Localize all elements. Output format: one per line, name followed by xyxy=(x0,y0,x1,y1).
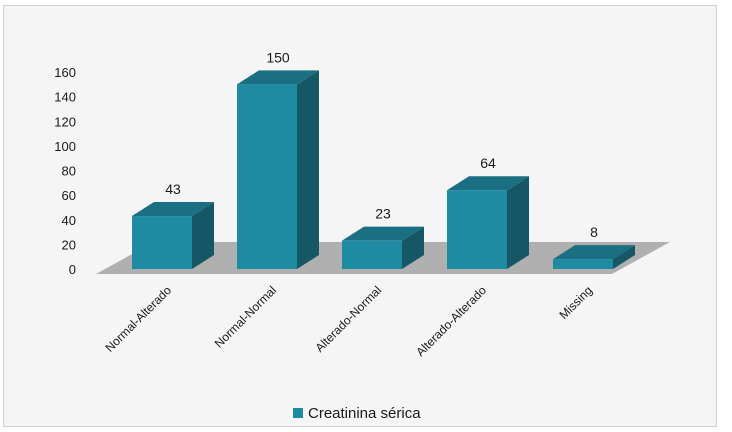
bar xyxy=(132,202,214,269)
bar-top xyxy=(237,70,319,85)
y-tick-label: 40 xyxy=(62,213,76,228)
y-tick-label: 20 xyxy=(62,237,76,252)
bar-front xyxy=(447,190,507,269)
data-label: 43 xyxy=(165,181,181,197)
bar-side xyxy=(192,202,214,269)
y-tick-label: 100 xyxy=(54,139,76,154)
legend-swatch xyxy=(293,408,303,418)
x-tick-label: Alterado-Normal xyxy=(312,283,384,355)
bar-side xyxy=(402,226,424,269)
y-tick-label: 160 xyxy=(54,65,76,80)
bar-chart: 0 20 40 60 80 100 120 140 160 43 150 23 64 8 Normal-… xyxy=(54,49,670,422)
bar-side xyxy=(507,176,529,269)
bar-front xyxy=(553,259,613,269)
data-label: 64 xyxy=(480,155,496,171)
y-axis: 0 20 40 60 80 100 120 140 160 xyxy=(54,65,76,277)
y-tick-label: 60 xyxy=(62,188,76,203)
bar-top xyxy=(447,176,529,191)
chart-area: 0 20 40 60 80 100 120 140 160 43 150 23 64 8 Normal-… xyxy=(3,5,717,427)
bars xyxy=(132,70,635,269)
data-labels: 43 150 23 64 8 xyxy=(165,49,598,240)
y-tick-label: 0 xyxy=(69,262,76,277)
bar-top xyxy=(342,226,424,241)
x-tick-label: Missing xyxy=(556,283,595,322)
x-tick-label: Normal-Alterado xyxy=(102,283,174,355)
legend-label: Creatinina sérica xyxy=(308,405,421,422)
bar-front xyxy=(132,216,192,269)
bar xyxy=(342,226,424,269)
bar-side xyxy=(297,70,319,269)
y-tick-label: 120 xyxy=(54,114,76,129)
bar-front xyxy=(237,84,297,269)
x-tick-label: Normal-Normal xyxy=(212,283,279,350)
data-label: 150 xyxy=(266,49,290,65)
y-tick-label: 140 xyxy=(54,90,76,105)
data-label: 8 xyxy=(590,224,598,240)
y-tick-label: 80 xyxy=(62,164,76,179)
x-tick-label: Alterado-Alterado xyxy=(413,283,489,359)
legend: Creatinina sérica xyxy=(293,405,421,422)
bar-front xyxy=(342,240,402,269)
bar xyxy=(553,245,635,269)
x-axis: Normal-Alterado Normal-Normal Alterado-Nor… xyxy=(102,283,595,359)
bar xyxy=(447,176,529,269)
data-label: 23 xyxy=(375,206,391,222)
bar-side xyxy=(613,245,635,269)
bar-top xyxy=(132,202,214,217)
bar-top xyxy=(553,245,635,260)
bar xyxy=(237,70,319,269)
